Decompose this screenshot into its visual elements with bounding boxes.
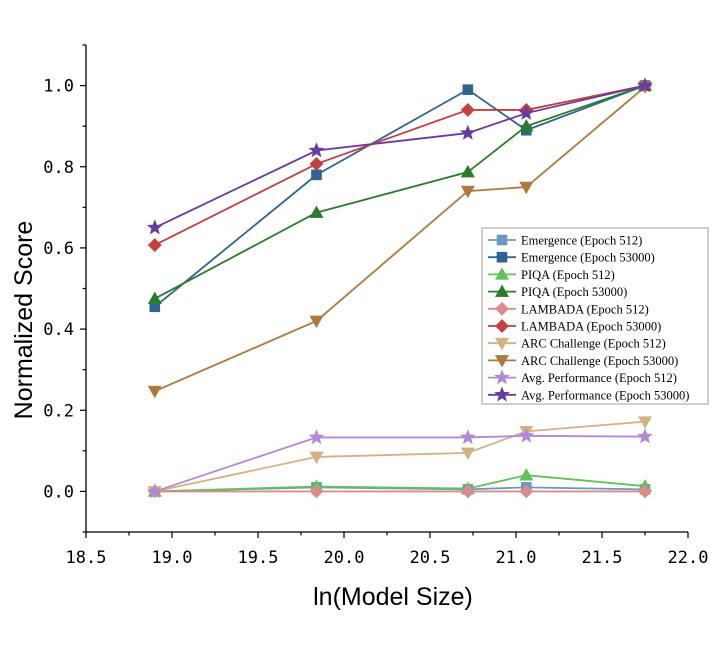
x-tick-label: 21.5 <box>582 548 623 568</box>
legend-label: ARC Challenge (Epoch 512) <box>521 337 666 351</box>
series-line <box>154 84 646 246</box>
legend-marker <box>494 337 510 351</box>
y-tick-label: 1.0 <box>43 77 74 97</box>
data-point <box>518 427 535 443</box>
y-tick-label: 0.0 <box>43 482 74 502</box>
y-tick-label: 0.2 <box>43 401 74 421</box>
series-line <box>154 420 646 493</box>
legend-item: LAMBADA (Epoch 53000) <box>488 319 661 334</box>
data-point <box>459 429 476 445</box>
x-tick-label: 18.5 <box>66 548 107 568</box>
data-point <box>637 77 653 93</box>
legend-marker <box>496 234 508 246</box>
series-6 <box>147 416 653 499</box>
data-point <box>459 124 476 140</box>
data-point <box>308 429 325 445</box>
data-point <box>460 185 475 199</box>
legend-item: LAMBADA (Epoch 512) <box>488 301 649 316</box>
legend-box <box>481 227 709 405</box>
x-tick-label: 21.0 <box>496 548 537 568</box>
series-layer <box>146 77 653 499</box>
data-point <box>519 119 534 132</box>
legend-item: PIQA (Epoch 53000) <box>488 284 627 299</box>
data-point <box>147 385 162 399</box>
data-point <box>637 428 653 444</box>
tick-labels: 18.5 19.0 19.5 20.0 20.5 21.0 21.5 22.0 0.0 0.2 0.… <box>43 77 708 568</box>
legend-label: LAMBADA (Epoch 512) <box>521 302 649 316</box>
legend-label: PIQA (Epoch 53000) <box>521 285 627 299</box>
legend-item: ARC Challenge (Epoch 53000) <box>488 354 678 368</box>
legend-marker <box>494 369 510 385</box>
series-9 <box>146 77 653 235</box>
legend-marker <box>496 251 508 263</box>
data-point <box>519 468 534 481</box>
data-point <box>146 483 163 499</box>
x-tick-label: 22.0 <box>668 548 709 568</box>
x-tick-label: 20.5 <box>410 548 451 568</box>
legend: Emergence (Epoch 512) Emergence (Epoch 53… <box>481 227 709 405</box>
data-point <box>638 484 652 499</box>
legend-marker <box>494 355 510 368</box>
legend-item: Avg. Performance (Epoch 53000) <box>488 386 689 402</box>
x-tick-label: 19.0 <box>152 548 193 568</box>
data-point <box>519 181 534 195</box>
data-point <box>462 84 474 95</box>
legend-label: Avg. Performance (Epoch 53000) <box>521 388 689 402</box>
data-point <box>146 219 163 235</box>
legend-marker <box>495 319 509 333</box>
legend-label: Avg. Performance (Epoch 512) <box>521 371 677 385</box>
legend-marker <box>495 301 509 316</box>
y-tick-label: 0.6 <box>43 239 74 259</box>
data-point <box>311 169 322 181</box>
y-axis-title: Normalized Score <box>10 221 38 420</box>
data-point <box>519 484 534 499</box>
data-point <box>460 484 475 499</box>
y-tick-label: 0.8 <box>43 158 74 178</box>
data-point <box>147 238 162 253</box>
data-point <box>147 291 162 304</box>
legend-marker <box>494 284 510 297</box>
data-point <box>460 164 475 178</box>
data-point <box>309 451 324 465</box>
data-point <box>637 416 653 429</box>
data-point <box>308 142 325 158</box>
x-tick-label: 19.5 <box>238 548 279 568</box>
x-axis-title: ln(Model Size) <box>313 583 473 611</box>
series-line <box>154 434 646 493</box>
legend-item: Emergence (Epoch 53000) <box>488 251 655 265</box>
legend-marker <box>494 386 510 402</box>
data-point <box>309 484 324 499</box>
legend-item: Avg. Performance (Epoch 512) <box>488 369 677 385</box>
y-tick-label: 0.4 <box>43 320 74 340</box>
series-8 <box>146 427 653 499</box>
data-point <box>309 205 324 218</box>
x-tick-label: 20.0 <box>324 548 365 568</box>
series-line <box>154 84 646 229</box>
data-point <box>460 447 475 460</box>
legend-label: Emergence (Epoch 512) <box>521 234 642 248</box>
legend-label: Emergence (Epoch 53000) <box>521 251 655 265</box>
data-point <box>460 103 475 117</box>
legend-label: PIQA (Epoch 512) <box>521 268 615 282</box>
legend-item: Emergence (Epoch 512) <box>488 234 642 248</box>
data-point <box>309 315 324 329</box>
legend-marker <box>494 267 510 280</box>
legend-item: ARC Challenge (Epoch 512) <box>488 337 666 351</box>
legend-label: LAMBADA (Epoch 53000) <box>521 320 661 334</box>
data-point <box>309 156 324 171</box>
legend-label: ARC Challenge (Epoch 53000) <box>521 354 678 368</box>
data-point <box>518 104 535 120</box>
series-5 <box>147 78 652 253</box>
ticks <box>80 44 689 538</box>
legend-item: PIQA (Epoch 512) <box>488 267 615 282</box>
